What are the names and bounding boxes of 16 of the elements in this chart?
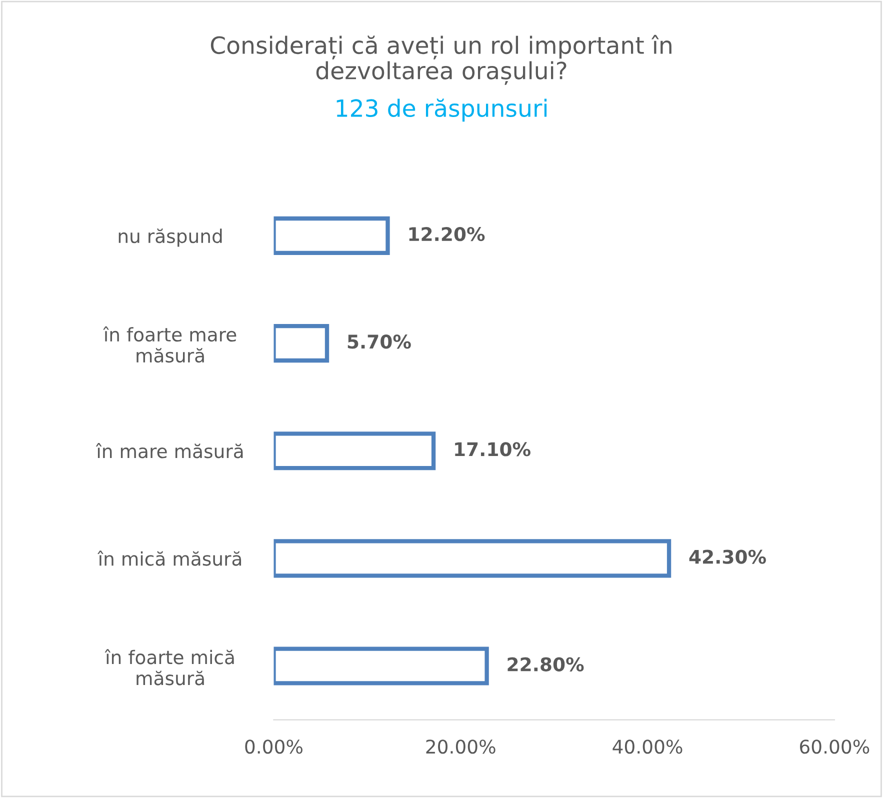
y-tick-label: în mică măsură xyxy=(98,550,242,566)
data-label: 12.20% xyxy=(409,226,485,242)
y-tick-label: nu răspund xyxy=(118,228,222,247)
y-tick-label: în foarte mică măsură xyxy=(104,649,234,686)
data-label: 17.10% xyxy=(455,442,530,456)
data-label: 5.70% xyxy=(348,334,411,349)
y-tick-label: în foarte mare măsură xyxy=(103,326,236,363)
x-tick-label: 40.00% xyxy=(612,740,682,754)
x-tick-label: 20.00% xyxy=(426,740,496,754)
x-tick-label: 0.00% xyxy=(245,740,302,754)
y-tick-label: în mare măsură xyxy=(96,442,243,458)
x-tick-label: 60.00% xyxy=(800,740,870,754)
data-label: 42.30% xyxy=(689,550,766,564)
chart-title: Considerați că aveți un rol important în dezvoltarea orașului? xyxy=(210,34,672,85)
chart-subtitle: 123 de răspunsuri xyxy=(336,98,547,122)
data-label: 22.80% xyxy=(508,657,584,672)
